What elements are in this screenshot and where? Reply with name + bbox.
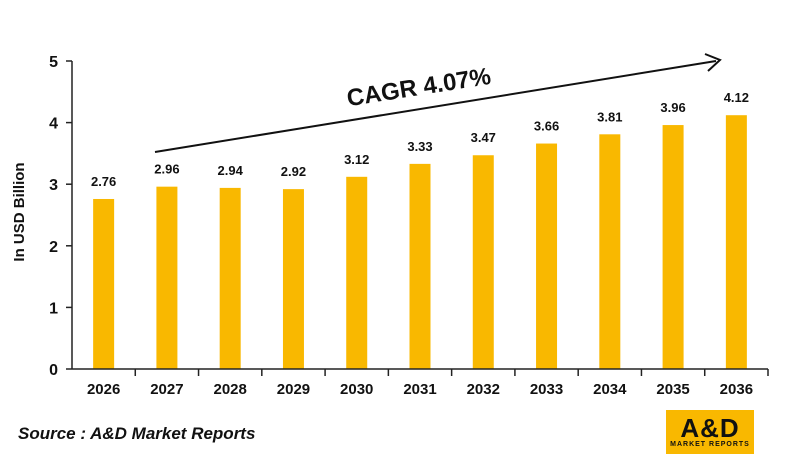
x-tick-label: 2030 — [340, 381, 373, 398]
data-label: 3.81 — [597, 109, 622, 124]
data-label: 3.33 — [407, 139, 432, 154]
y-tick-label: 3 — [49, 177, 58, 194]
data-label: 3.66 — [534, 119, 559, 134]
data-label: 3.47 — [471, 130, 496, 145]
data-label: 4.12 — [724, 90, 749, 105]
cagr-annotation: CAGR 4.07% — [345, 63, 493, 112]
data-label: 2.96 — [154, 162, 179, 177]
value-labels: 2.76 2.96 2.94 2.92 3.12 3.33 3.47 3.66 3.81 3.96… — [91, 90, 749, 189]
bar — [536, 143, 558, 369]
data-label: 2.76 — [91, 174, 116, 189]
x-tick-label: 2035 — [656, 381, 689, 398]
bar — [472, 155, 494, 369]
cagr-arrow-line — [154, 60, 717, 153]
bar — [599, 134, 621, 369]
bar — [346, 176, 368, 369]
x-tick-label: 2033 — [530, 381, 563, 398]
y-tick-label: 5 — [49, 54, 58, 71]
bars — [93, 115, 747, 370]
y-axis-ticks: 0 1 2 3 4 5 — [49, 54, 72, 379]
y-tick-label: 1 — [49, 300, 58, 317]
y-tick-label: 4 — [49, 116, 58, 133]
data-label: 3.96 — [660, 100, 685, 115]
bar — [662, 125, 684, 370]
data-label: 2.92 — [281, 164, 306, 179]
brand-logo: A&D MARKET REPORTS — [666, 410, 754, 454]
bar — [725, 115, 747, 369]
x-axis-ticks: 2026 2027 2028 2029 2030 2031 2032 2033 2034 2035… — [87, 369, 769, 398]
bar — [156, 186, 178, 369]
x-tick-label: 2028 — [213, 381, 246, 398]
cagr-arrow-head — [704, 53, 722, 72]
x-tick-label: 2034 — [593, 381, 627, 398]
logo-wordmark: A&D — [680, 413, 740, 443]
y-axis-label: In USD Billion — [11, 162, 28, 261]
x-tick-label: 2027 — [150, 381, 183, 398]
data-label: 2.94 — [218, 163, 244, 178]
x-tick-label: 2031 — [403, 381, 436, 398]
bar — [219, 187, 241, 369]
logo-tagline: MARKET REPORTS — [670, 441, 750, 448]
bar — [282, 189, 304, 369]
x-tick-label: 2029 — [277, 381, 310, 398]
y-tick-label: 0 — [49, 362, 58, 379]
x-tick-label: 2032 — [467, 381, 500, 398]
y-tick-label: 2 — [49, 239, 58, 256]
data-label: 3.12 — [344, 152, 369, 167]
bar — [409, 163, 431, 369]
bar — [93, 198, 115, 369]
x-tick-label: 2026 — [87, 381, 120, 398]
x-tick-label: 2036 — [720, 381, 753, 398]
source-note: Source : A&D Market Reports — [18, 424, 256, 443]
